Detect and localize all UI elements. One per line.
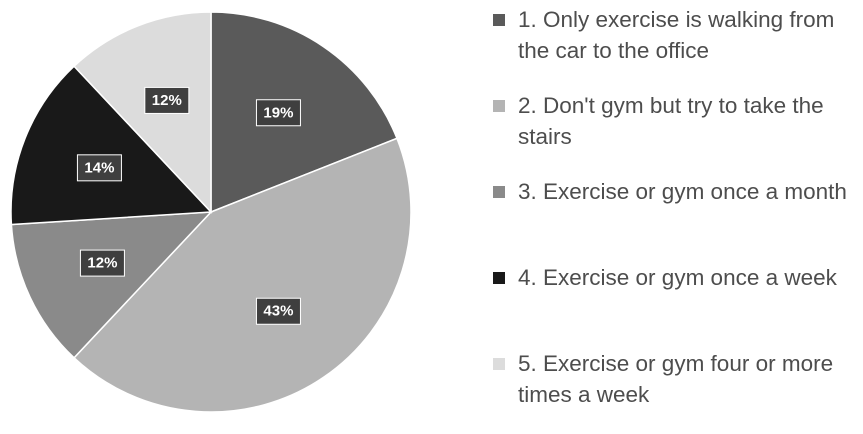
legend-item-3: 3. Exercise or gym once a month bbox=[493, 176, 861, 262]
legend: 1. Only exercise is walking from the car… bbox=[493, 4, 861, 434]
pie-chart: 19% 43% 12% 14% 12% bbox=[0, 0, 430, 426]
pie-slices bbox=[10, 11, 412, 413]
data-label-box bbox=[255, 297, 301, 325]
legend-swatch bbox=[493, 272, 505, 284]
data-label-3: 12% bbox=[79, 249, 125, 277]
legend-swatch bbox=[493, 100, 505, 112]
legend-item-5: 5. Exercise or gym four or more times a … bbox=[493, 348, 861, 434]
data-label-2: 43% bbox=[255, 297, 301, 325]
data-label-box bbox=[76, 154, 122, 182]
legend-label: 3. Exercise or gym once a month bbox=[518, 179, 847, 204]
legend-item-2: 2. Don't gym but try to take the stairs bbox=[493, 90, 861, 176]
pie-slice-3 bbox=[10, 211, 213, 359]
data-label-text: 12% bbox=[87, 255, 117, 272]
data-label-5: 12% bbox=[144, 86, 190, 114]
pie-slice-1 bbox=[210, 11, 398, 214]
legend-label: 5. Exercise or gym four or more times a … bbox=[518, 351, 834, 407]
data-label-1: 19% bbox=[255, 99, 301, 127]
legend-item-1: 1. Only exercise is walking from the car… bbox=[493, 4, 861, 90]
data-label-text: 12% bbox=[152, 92, 182, 109]
legend-swatch bbox=[493, 358, 505, 370]
pie-slice-5 bbox=[73, 11, 212, 214]
legend-swatch bbox=[493, 186, 505, 198]
data-label-text: 19% bbox=[263, 104, 293, 121]
data-label-box bbox=[144, 86, 190, 114]
legend-label: 1. Only exercise is walking from the car… bbox=[518, 7, 835, 63]
data-label-4: 14% bbox=[76, 154, 122, 182]
legend-swatch bbox=[493, 14, 505, 26]
pie-slice-2 bbox=[73, 137, 412, 413]
pie-slice-4 bbox=[10, 65, 213, 226]
legend-label: 2. Don't gym but try to take the stairs bbox=[518, 93, 824, 149]
legend-item-4: 4. Exercise or gym once a week bbox=[493, 262, 861, 348]
pie-chart-svg: 19% 43% 12% 14% 12% bbox=[10, 11, 412, 413]
data-label-text: 14% bbox=[84, 159, 114, 176]
data-label-box bbox=[255, 99, 301, 127]
data-label-box bbox=[79, 249, 125, 277]
pie-data-labels: 19% 43% 12% 14% 12% bbox=[76, 86, 301, 325]
legend-label: 4. Exercise or gym once a week bbox=[518, 265, 837, 290]
data-label-text: 43% bbox=[263, 303, 293, 320]
